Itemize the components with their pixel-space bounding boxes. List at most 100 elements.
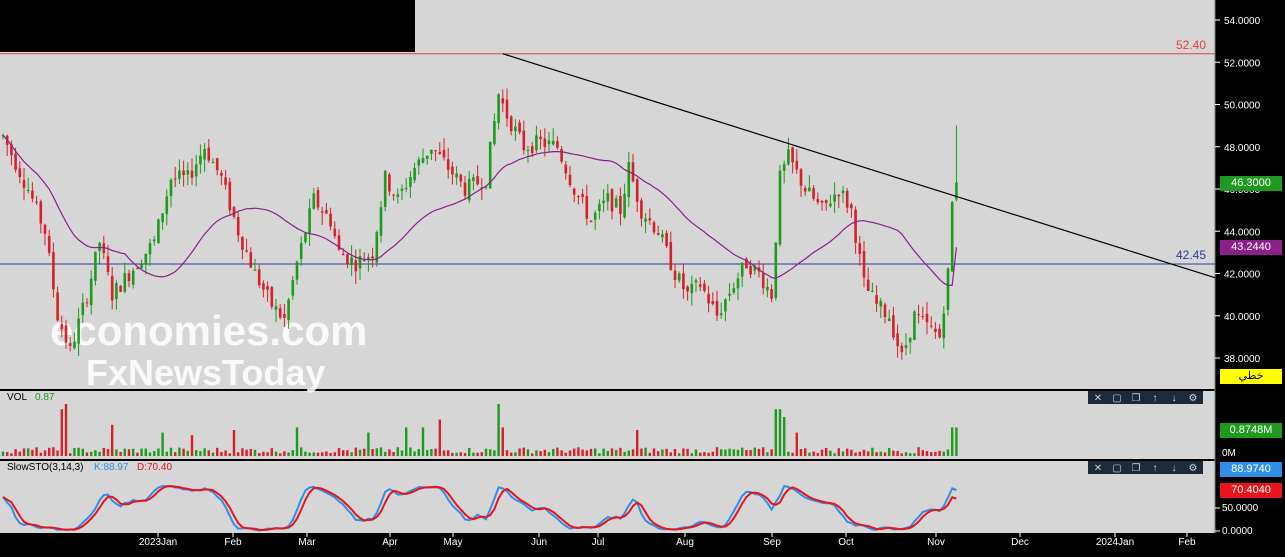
settings-icon[interactable]: ⚙ — [1189, 393, 1198, 404]
volume-bar — [228, 453, 231, 456]
volume-bar — [480, 452, 483, 456]
volume-bar — [300, 447, 303, 456]
volume-bar — [31, 449, 34, 456]
stochastic-label: SlowSTO(3,14,3) — [7, 462, 84, 473]
arrow-up-icon[interactable]: ↑ — [1153, 393, 1158, 404]
stochastic-panel-toolbar[interactable]: ✕ ▢ ❐ ↑ ↓ ⚙ ✕ — [1088, 461, 1216, 474]
volume-bar — [753, 447, 756, 456]
candle-body — [732, 288, 736, 293]
volume-bar — [669, 452, 672, 456]
candle-body — [770, 289, 773, 299]
candle-body — [215, 158, 219, 171]
volume-bar — [384, 451, 387, 456]
time-tick-label: Feb — [224, 537, 242, 548]
volume-bar — [589, 448, 593, 456]
volume-bar — [913, 453, 916, 456]
volume-bar — [14, 449, 17, 456]
price-tick-label: 52.0000 — [1224, 58, 1261, 69]
volume-bar — [711, 451, 714, 456]
volume-bar — [94, 450, 97, 456]
volume-bar — [279, 453, 282, 456]
volume-bar — [321, 452, 324, 456]
close-icon[interactable]: ✕ — [1094, 393, 1102, 404]
close-icon[interactable]: ✕ — [1208, 463, 1216, 474]
volume-bar — [438, 419, 441, 456]
price-panel — [0, 52, 1215, 389]
close-icon[interactable]: ✕ — [1094, 463, 1102, 474]
volume-bar — [837, 448, 840, 456]
candle-body — [703, 283, 706, 291]
volume-bar — [686, 448, 689, 456]
candle-body — [346, 254, 349, 265]
candle-body — [304, 233, 307, 243]
volume-bar — [799, 449, 803, 456]
candle-body — [795, 160, 799, 170]
volume-bar — [417, 449, 420, 456]
candle-body — [73, 341, 76, 348]
volume-bar — [375, 448, 378, 456]
window-icon[interactable]: ▢ — [1112, 463, 1121, 474]
candle-body — [274, 306, 278, 310]
candle-body — [35, 201, 38, 203]
close-icon[interactable]: ✕ — [1208, 393, 1216, 404]
volume-bar — [501, 427, 504, 456]
candle-body — [131, 270, 135, 285]
volume-bar — [518, 448, 521, 456]
volume-bar — [216, 447, 219, 456]
window-icon[interactable]: ▢ — [1112, 393, 1121, 404]
support-label: 42.45 — [1176, 248, 1206, 262]
candle-body — [203, 148, 206, 160]
volume-bar — [1, 451, 5, 456]
volume-bar — [405, 427, 408, 456]
candle-body — [871, 290, 874, 292]
time-tick-label: Sep — [763, 537, 781, 548]
volume-bar — [640, 448, 643, 456]
candle-body — [745, 258, 748, 269]
candle-body — [262, 283, 265, 290]
volume-bar — [690, 453, 693, 456]
candle-body — [866, 279, 870, 291]
candle-body — [14, 153, 17, 170]
volume-bar — [6, 452, 9, 456]
arrow-down-icon[interactable]: ↓ — [1172, 393, 1177, 404]
volume-bar — [337, 448, 341, 456]
candle-body — [354, 260, 358, 272]
time-tick-label: Dec — [1011, 537, 1029, 548]
candle-body — [89, 278, 93, 306]
restore-icon[interactable]: ❐ — [1132, 463, 1141, 474]
candle-body — [640, 200, 643, 219]
candle-body — [388, 174, 391, 192]
candle-body — [413, 167, 416, 181]
time-tick-label: Apr — [382, 537, 398, 548]
restore-icon[interactable]: ❐ — [1132, 393, 1141, 404]
watermark-economies: economies.com — [50, 307, 367, 354]
settings-icon[interactable]: ⚙ — [1189, 463, 1198, 474]
volume-bar — [409, 447, 412, 456]
volume-bar — [119, 451, 122, 456]
candle-body — [598, 203, 601, 211]
volume-bar — [354, 447, 357, 456]
candle-body — [10, 144, 13, 156]
candle-body — [518, 122, 521, 133]
indicator-yellow-tag: خطي — [1220, 369, 1282, 384]
volume-bar — [64, 404, 68, 456]
trendline[interactable] — [502, 53, 1216, 279]
volume-bar — [27, 448, 30, 456]
volume-bar — [556, 447, 559, 456]
candle-body — [648, 218, 652, 221]
volume-panel-toolbar[interactable]: ✕ ▢ ❐ ↑ ↓ ⚙ ✕ — [1088, 391, 1216, 404]
candle-body — [669, 242, 673, 270]
candle-body — [47, 235, 51, 253]
volume-bar — [547, 452, 551, 456]
arrow-down-icon[interactable]: ↓ — [1172, 463, 1177, 474]
volume-bar — [371, 448, 374, 456]
volume-bar — [783, 417, 786, 456]
candle-body — [144, 253, 148, 265]
volume-bar — [153, 451, 156, 456]
volume-bar — [161, 432, 164, 456]
candle-body — [119, 285, 122, 292]
arrow-up-icon[interactable]: ↑ — [1153, 463, 1158, 474]
candle-body — [661, 234, 664, 238]
candle-body — [766, 286, 769, 291]
